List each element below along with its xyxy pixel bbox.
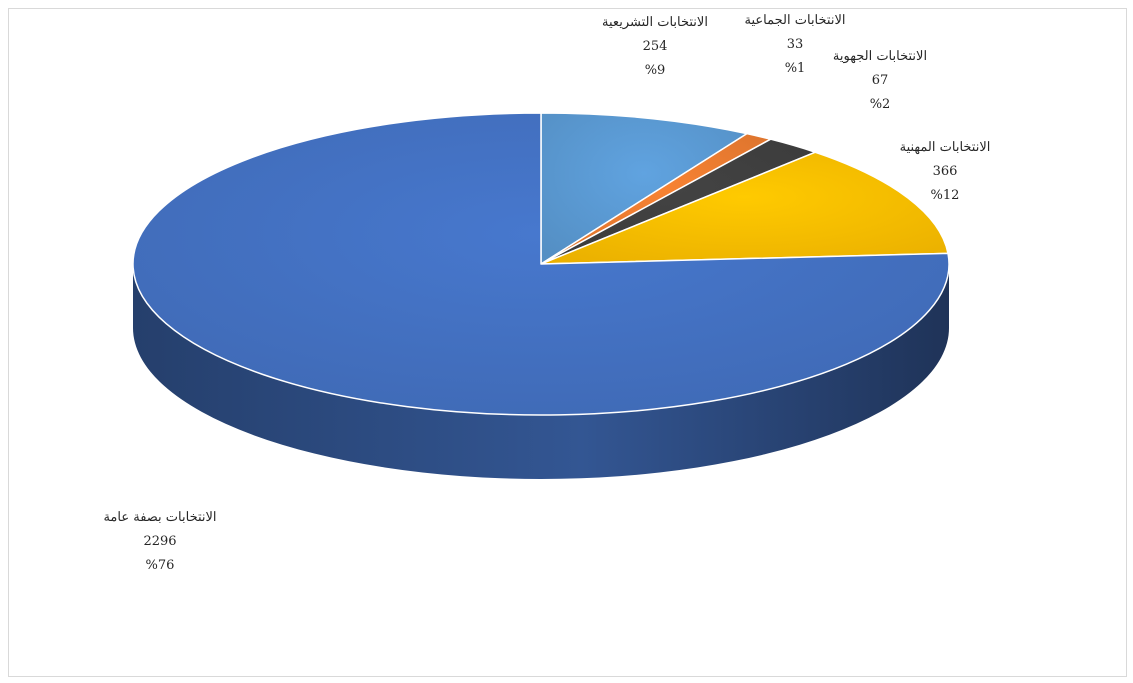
label-legislative-value: 254 [642, 39, 668, 54]
label-general: الانتخابات بصفة عامة 2296 %76 [80, 511, 240, 572]
label-communal-value: 33 [786, 37, 804, 52]
label-regional: الانتخابات الجهوية 67 %2 [820, 50, 940, 111]
label-legislative-percent: %9 [644, 63, 666, 78]
label-communal-name: الانتخابات الجماعية [744, 13, 846, 28]
label-legislative-name: الانتخابات التشريعية [602, 15, 708, 30]
pie-slice-4 [132, 112, 950, 416]
label-general-name: الانتخابات بصفة عامة [103, 510, 217, 525]
label-general-value: 2296 [143, 534, 177, 549]
label-regional-name: الانتخابات الجهوية [832, 49, 928, 64]
pie-top-faces [132, 112, 950, 416]
pie-side-4 [133, 264, 949, 479]
label-communal-percent: %1 [784, 61, 806, 76]
pie-slice-3 [540, 151, 949, 265]
label-regional-value: 67 [871, 73, 889, 88]
label-professional-value: 366 [932, 164, 958, 179]
label-professional-percent: %12 [930, 188, 960, 203]
label-general-percent: %76 [145, 558, 175, 573]
label-legislative: الانتخابات التشريعية 254 %9 [595, 16, 715, 77]
label-regional-percent: %2 [869, 97, 891, 112]
label-professional-name: الانتخابات المهنية [899, 140, 991, 155]
pie-side-walls [133, 264, 949, 479]
label-communal: الانتخابات الجماعية 33 %1 [735, 14, 855, 75]
label-professional: الانتخابات المهنية 366 %12 [885, 141, 1005, 202]
pie-slice-0 [540, 112, 748, 265]
